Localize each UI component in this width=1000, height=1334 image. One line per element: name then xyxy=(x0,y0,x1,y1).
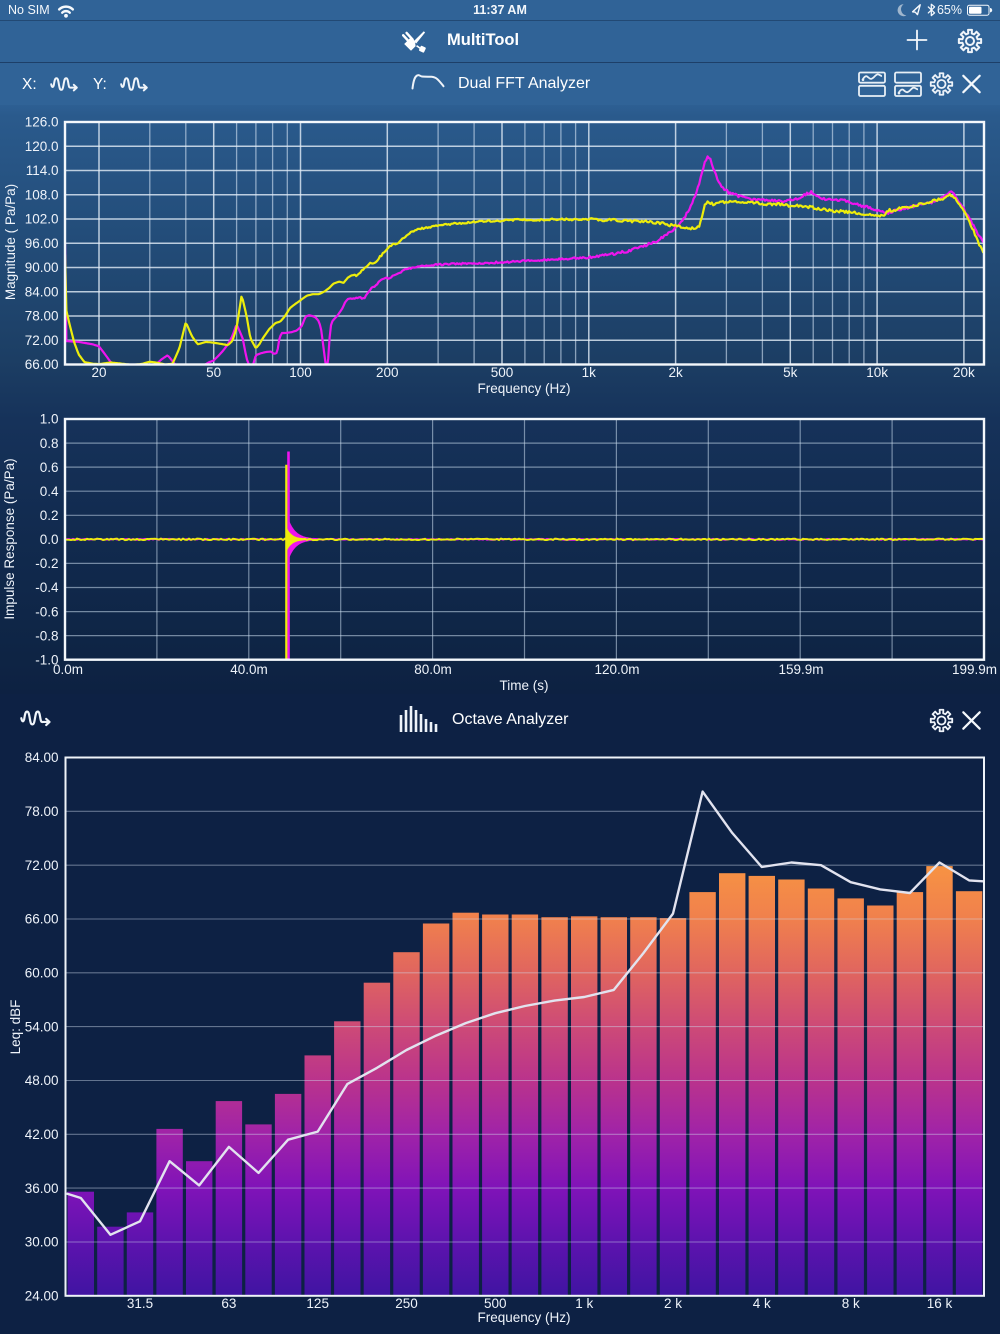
svg-text:Leq: dBF: Leq: dBF xyxy=(8,1000,23,1055)
svg-text:100: 100 xyxy=(289,365,312,380)
svg-text:Time (s): Time (s) xyxy=(500,678,549,693)
svg-text:1 k: 1 k xyxy=(575,1296,593,1311)
svg-text:0.8: 0.8 xyxy=(40,436,59,451)
svg-text:60.00: 60.00 xyxy=(25,966,59,981)
svg-text:159.9m: 159.9m xyxy=(778,662,823,677)
svg-text:66.00: 66.00 xyxy=(25,912,59,927)
svg-text:-0.2: -0.2 xyxy=(35,556,58,571)
svg-text:10k: 10k xyxy=(866,365,888,380)
svg-text:96.00: 96.00 xyxy=(25,236,59,251)
svg-text:500: 500 xyxy=(491,365,514,380)
svg-text:2 k: 2 k xyxy=(664,1296,682,1311)
svg-text:48.00: 48.00 xyxy=(25,1073,59,1088)
svg-text:80.0m: 80.0m xyxy=(414,662,452,677)
svg-text:-1.0: -1.0 xyxy=(35,652,58,667)
svg-text:Frequency (Hz): Frequency (Hz) xyxy=(477,1310,570,1325)
svg-text:20k: 20k xyxy=(953,365,975,380)
svg-text:108.0: 108.0 xyxy=(25,187,59,202)
svg-text:0.6: 0.6 xyxy=(40,460,59,475)
svg-text:54.00: 54.00 xyxy=(25,1019,59,1034)
svg-text:1.0: 1.0 xyxy=(40,412,59,427)
svg-text:126.0: 126.0 xyxy=(25,115,59,130)
svg-text:84.00: 84.00 xyxy=(25,750,59,765)
svg-text:Magnitude ( Pa/Pa): Magnitude ( Pa/Pa) xyxy=(3,184,18,300)
svg-text:72.00: 72.00 xyxy=(25,858,59,873)
svg-text:8 k: 8 k xyxy=(842,1296,860,1311)
svg-text:199.9m: 199.9m xyxy=(952,662,997,677)
svg-text:250: 250 xyxy=(395,1296,418,1311)
svg-text:30.00: 30.00 xyxy=(25,1235,59,1250)
svg-text:36.00: 36.00 xyxy=(25,1181,59,1196)
svg-text:0.4: 0.4 xyxy=(40,484,59,499)
svg-text:-0.8: -0.8 xyxy=(35,628,58,643)
svg-text:-0.6: -0.6 xyxy=(35,604,58,619)
svg-text:84.00: 84.00 xyxy=(25,284,59,299)
svg-text:90.00: 90.00 xyxy=(25,260,59,275)
svg-text:120.0m: 120.0m xyxy=(594,662,639,677)
svg-text:4 k: 4 k xyxy=(753,1296,771,1311)
svg-text:50: 50 xyxy=(206,365,221,380)
svg-text:5k: 5k xyxy=(783,365,798,380)
svg-text:114.0: 114.0 xyxy=(26,163,59,178)
svg-text:63: 63 xyxy=(221,1296,236,1311)
svg-text:Frequency (Hz): Frequency (Hz) xyxy=(477,381,570,396)
svg-text:78.00: 78.00 xyxy=(25,804,59,819)
svg-text:20: 20 xyxy=(91,365,106,380)
svg-text:200: 200 xyxy=(376,365,399,380)
svg-text:Impulse Response (Pa/Pa): Impulse Response (Pa/Pa) xyxy=(2,458,17,619)
svg-text:65%: 65% xyxy=(937,3,962,17)
svg-text:16 k: 16 k xyxy=(927,1296,953,1311)
svg-text:40.0m: 40.0m xyxy=(230,662,268,677)
svg-text:31.5: 31.5 xyxy=(127,1296,153,1311)
svg-text:0.2: 0.2 xyxy=(40,508,59,523)
svg-text:66.00: 66.00 xyxy=(25,357,59,372)
svg-text:120.0: 120.0 xyxy=(25,139,59,154)
svg-text:No SIM: No SIM xyxy=(8,3,50,17)
svg-text:500: 500 xyxy=(484,1296,507,1311)
svg-text:0.0: 0.0 xyxy=(40,532,59,547)
svg-text:72.00: 72.00 xyxy=(25,333,59,348)
svg-text:125: 125 xyxy=(306,1296,329,1311)
svg-text:78.00: 78.00 xyxy=(25,309,59,324)
svg-text:2k: 2k xyxy=(668,365,683,380)
svg-text:-0.4: -0.4 xyxy=(35,580,59,595)
svg-text:0.0m: 0.0m xyxy=(53,662,83,677)
svg-text:1k: 1k xyxy=(582,365,597,380)
svg-text:102.0: 102.0 xyxy=(25,212,59,227)
svg-text:42.00: 42.00 xyxy=(25,1127,59,1142)
svg-text:11:37 AM: 11:37 AM xyxy=(473,3,527,17)
svg-text:24.00: 24.00 xyxy=(25,1289,59,1304)
